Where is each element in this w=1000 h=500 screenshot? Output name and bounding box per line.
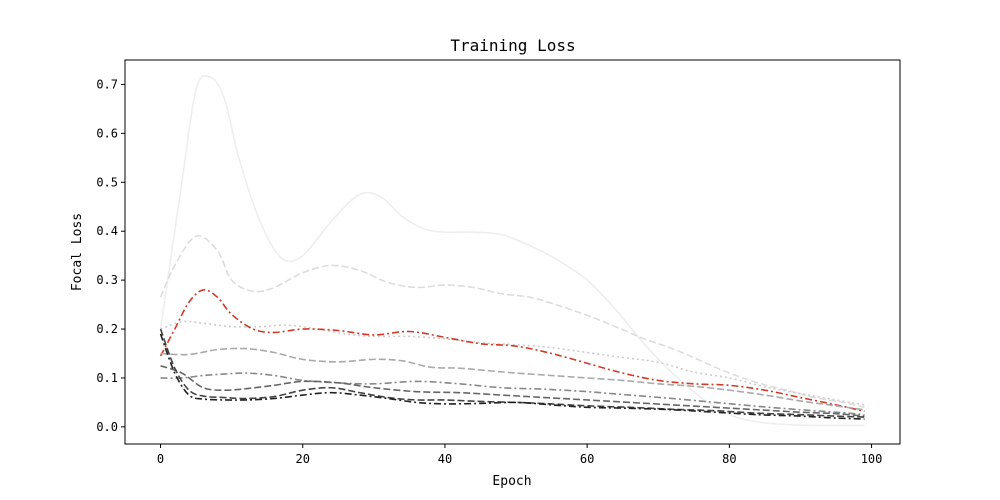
y-tick-label: 0.6	[96, 126, 118, 140]
series-line-9	[159, 333, 865, 420]
y-tick-label: 0.0	[96, 420, 118, 434]
x-tick-label: 80	[722, 452, 736, 466]
series-line-5	[160, 347, 865, 411]
chart-title: Training Loss	[450, 36, 575, 55]
x-tick-label: 60	[580, 452, 594, 466]
x-axis-label: Epoch	[492, 474, 531, 489]
y-tick-label: 0.7	[96, 77, 118, 91]
series-line-4	[159, 289, 865, 413]
series-layer	[159, 74, 865, 427]
series-line-2	[159, 234, 865, 409]
y-axis: 0.0 0.1 0.2 0.3 0.4 0.5 0.6 0.7	[96, 77, 125, 434]
series-line-8	[159, 328, 865, 418]
y-axis-label: Focal Loss	[70, 213, 85, 291]
x-tick-label: 20	[296, 452, 310, 466]
x-axis: 0 20 40 60 80 100	[157, 444, 882, 466]
series-line-1	[159, 74, 865, 427]
y-tick-label: 0.4	[96, 224, 118, 238]
y-tick-label: 0.2	[96, 322, 118, 336]
plot-frame	[124, 59, 901, 445]
y-tick-label: 0.1	[96, 371, 118, 385]
x-tick-label: 40	[438, 452, 452, 466]
series-line-7	[160, 364, 865, 417]
y-tick-label: 0.5	[96, 175, 118, 189]
series-line-6	[160, 372, 865, 416]
y-tick-label: 0.3	[96, 273, 118, 287]
x-tick-label: 0	[157, 452, 164, 466]
series-line-3	[160, 320, 865, 406]
x-tick-label: 100	[861, 452, 883, 466]
